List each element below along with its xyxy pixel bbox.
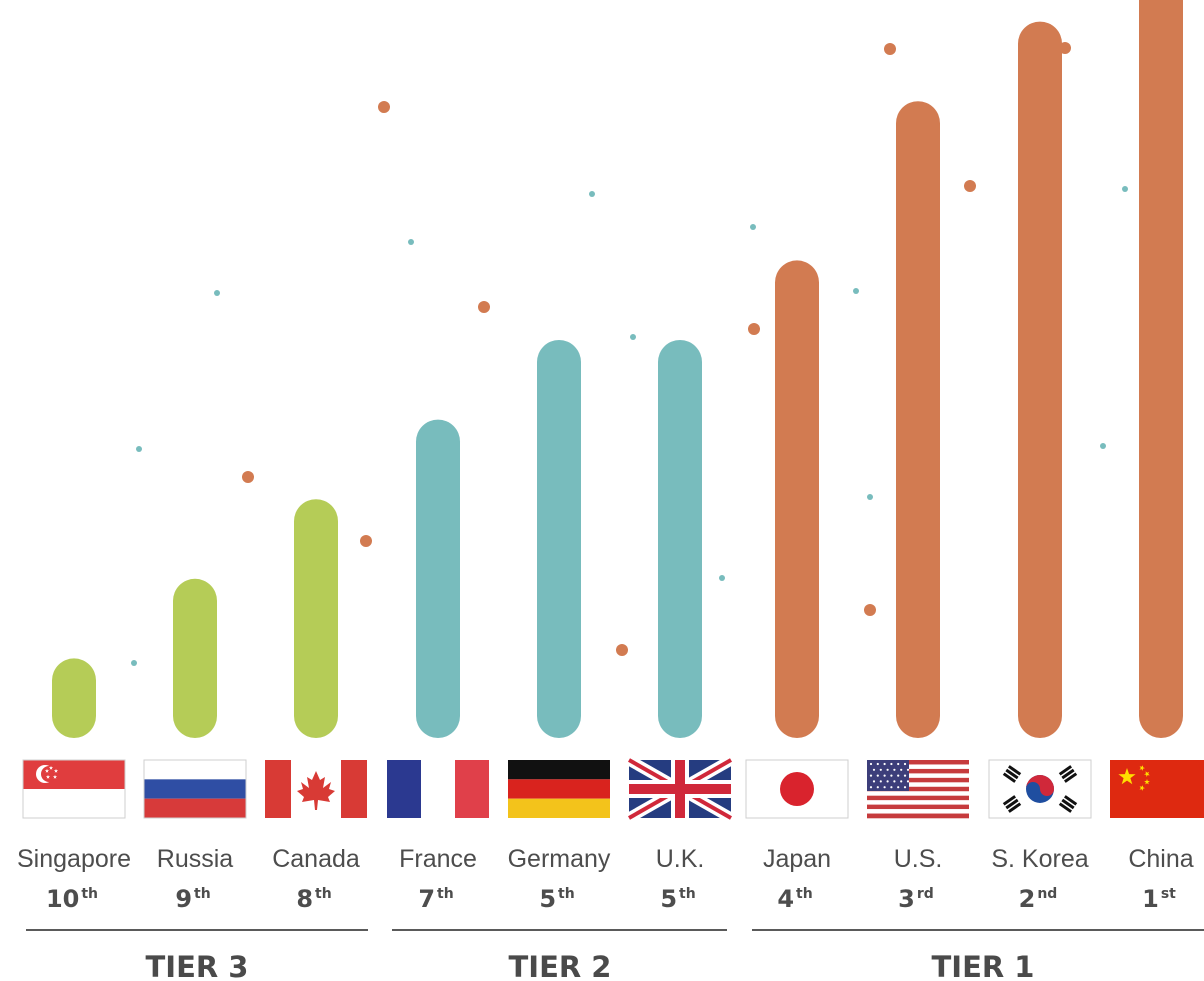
- decor-dot: [1122, 186, 1128, 192]
- rank-number: 8: [296, 885, 313, 913]
- rank-number: 9: [175, 885, 192, 913]
- bar-japan: [775, 260, 819, 738]
- decor-dot: [750, 224, 756, 230]
- bar-russia: [173, 578, 217, 738]
- decor-dot: [964, 180, 976, 192]
- flags-group: [22, 755, 1204, 823]
- bar-singapore: [52, 658, 96, 738]
- rank-suffix: st: [1161, 886, 1176, 902]
- bar-china: [1139, 0, 1183, 738]
- country-label: Canada: [272, 845, 360, 873]
- country-label: France: [399, 845, 477, 873]
- russia-flag-icon: [143, 759, 247, 819]
- bar-germany: [537, 340, 581, 738]
- rank-number: 4: [777, 885, 794, 913]
- rank-suffix: th: [194, 886, 211, 902]
- rank-suffix: th: [81, 886, 98, 902]
- bars-group: [52, 0, 1183, 739]
- rank-number: 5: [539, 885, 556, 913]
- decor-dot: [867, 494, 873, 500]
- rank-suffix: th: [796, 886, 813, 902]
- south-korea-flag-icon: [988, 759, 1092, 819]
- china-flag-icon: [1110, 760, 1204, 818]
- rank-number: 10: [46, 885, 79, 913]
- france-flag-icon: [387, 760, 489, 818]
- decor-dot: [589, 191, 595, 197]
- rank-number: 7: [418, 885, 435, 913]
- decor-dot: [884, 43, 896, 55]
- japan-flag-icon: [745, 759, 849, 819]
- tier-label: TIER 1: [932, 950, 1035, 981]
- canada-flag-icon: [265, 760, 367, 818]
- rank-suffix: th: [558, 886, 575, 902]
- bar-canada: [294, 499, 338, 738]
- decor-dot: [136, 446, 142, 452]
- decor-dot: [864, 604, 876, 616]
- decor-dot: [408, 239, 414, 245]
- bar-u-s-: [896, 101, 940, 738]
- tier-label: TIER 3: [146, 950, 249, 981]
- decor-dot: [748, 323, 760, 335]
- rank-suffix: th: [679, 886, 696, 902]
- germany-flag-icon: [508, 760, 610, 818]
- country-label: U.S.: [894, 845, 943, 873]
- decorative-dots: [131, 42, 1128, 666]
- decor-dot: [1100, 443, 1106, 449]
- decor-dot: [131, 660, 137, 666]
- rank-number: 1: [1142, 885, 1159, 913]
- country-label: Japan: [763, 845, 831, 873]
- rank-suffix: nd: [1037, 886, 1057, 902]
- decor-dot: [616, 644, 628, 656]
- country-label: China: [1128, 845, 1193, 873]
- us-flag-icon: [867, 760, 969, 819]
- singapore-flag-icon: [22, 759, 126, 819]
- decor-dot: [242, 471, 254, 483]
- bar-u-k-: [658, 340, 702, 738]
- bar-s-korea: [1018, 21, 1062, 739]
- tier-label: TIER 2: [509, 950, 612, 981]
- country-label: Singapore: [17, 845, 131, 873]
- country-label: S. Korea: [991, 845, 1088, 873]
- decor-dot: [630, 334, 636, 340]
- rank-suffix: rd: [917, 886, 934, 902]
- decor-dot: [214, 290, 220, 296]
- decor-dot: [360, 535, 372, 547]
- decor-dot: [719, 575, 725, 581]
- decor-dot: [378, 101, 390, 113]
- tiers-group: TIER 3 TIER 2 TIER 1: [26, 929, 1204, 981]
- rank-suffix: th: [437, 886, 454, 902]
- country-label: U.K.: [656, 845, 705, 873]
- bar-france: [416, 419, 460, 738]
- decor-dot: [853, 288, 859, 294]
- uk-flag-icon: [626, 755, 734, 823]
- rank-number: 2: [1019, 885, 1036, 913]
- rank-number: 3: [898, 885, 915, 913]
- rank-number: 5: [660, 885, 677, 913]
- rank-suffix: th: [315, 886, 332, 902]
- country-label: Germany: [508, 845, 611, 873]
- country-label: Russia: [157, 845, 234, 873]
- decor-dot: [478, 301, 490, 313]
